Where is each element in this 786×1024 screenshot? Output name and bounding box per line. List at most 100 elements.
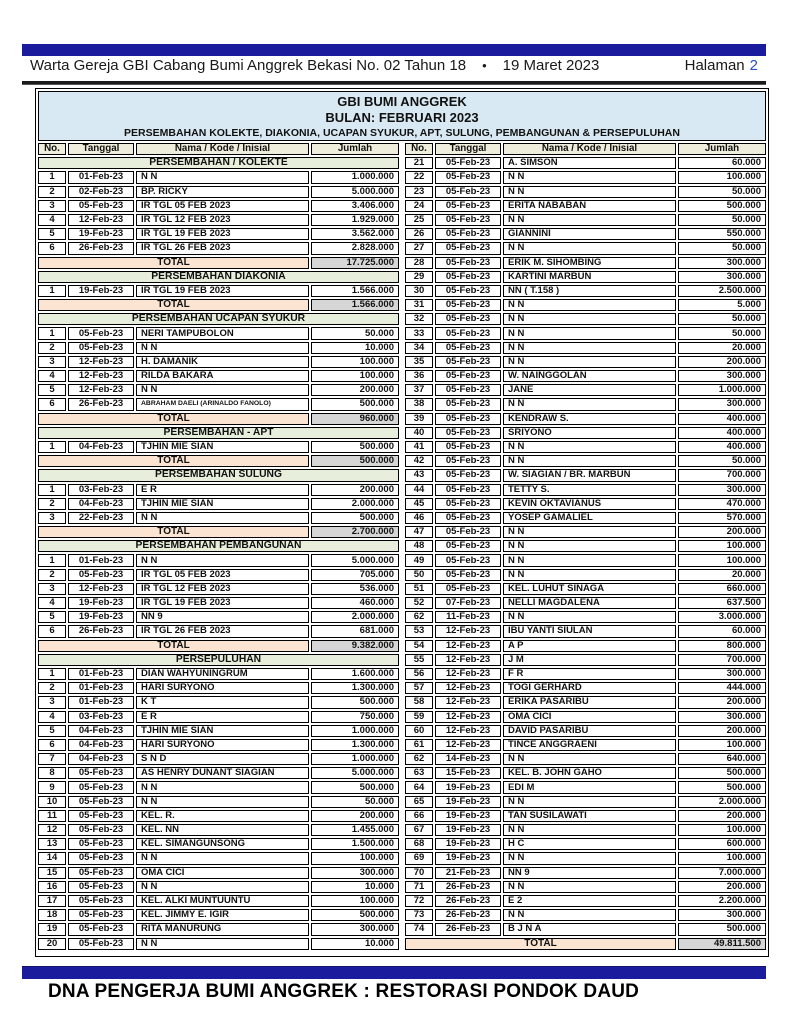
cell-date: 12-Feb-23 bbox=[435, 625, 501, 638]
cell-name: N N bbox=[503, 171, 676, 184]
cell-date: 19-Feb-23 bbox=[68, 597, 134, 610]
cell-no: 5 bbox=[38, 228, 66, 241]
cell-amount: 500.000 bbox=[678, 199, 766, 212]
cell-name: TJHIN MIE SIAN bbox=[136, 497, 309, 510]
column-header-jumlah: Jumlah bbox=[678, 143, 766, 156]
cell-amount: 1.000.000 bbox=[311, 753, 399, 766]
total-amount: 500.000 bbox=[311, 455, 399, 468]
cell-no: 1 bbox=[38, 327, 66, 340]
cell-no: 66 bbox=[405, 809, 433, 822]
section-header-row: PERSEMBAHAN UCAPAN SYUKUR bbox=[38, 313, 399, 326]
table-row: 8 05-Feb-23 AS HENRY DUNANT SIAGIAN 5.000.0… bbox=[38, 767, 399, 780]
table-left-half: No. Tanggal Nama / Kode / Inisial Jumlah PER… bbox=[38, 143, 399, 952]
table-row: 31 05-Feb-23 N N 5.000 bbox=[405, 299, 766, 312]
table-row: 9 05-Feb-23 N N 500.000 bbox=[38, 781, 399, 794]
masthead: Warta Gereja GBI Cabang Bumi Anggrek Bek… bbox=[30, 57, 758, 74]
cell-date: 26-Feb-23 bbox=[435, 909, 501, 922]
cell-name: N N bbox=[503, 795, 676, 808]
cell-no: 2 bbox=[38, 568, 66, 581]
total-amount: 960.000 bbox=[311, 412, 399, 425]
cell-no: 9 bbox=[38, 781, 66, 794]
cell-name: S N D bbox=[136, 753, 309, 766]
cell-amount: 60.000 bbox=[678, 157, 766, 170]
table-row: 6 04-Feb-23 HARI SURYONO 1.300.000 bbox=[38, 738, 399, 752]
cell-date: 05-Feb-23 bbox=[435, 270, 501, 283]
cell-amount: 300.000 bbox=[678, 270, 766, 283]
cell-amount: 10.000 bbox=[311, 880, 399, 893]
table-row: 1 01-Feb-23 N N 1.000.000 bbox=[38, 171, 399, 184]
total-row: TOTAL 1.566.000 bbox=[38, 299, 399, 312]
cell-amount: 200.000 bbox=[678, 724, 766, 737]
cell-date: 19-Feb-23 bbox=[435, 852, 501, 865]
cell-name: IR TGL 12 FEB 2023 bbox=[136, 213, 309, 227]
cell-name: N N bbox=[503, 398, 676, 411]
cell-name: N N bbox=[503, 213, 676, 227]
table-row: 54 12-Feb-23 A P 800.000 bbox=[405, 639, 766, 652]
total-amount: 9.382.000 bbox=[311, 639, 399, 652]
cell-amount: 100.000 bbox=[678, 738, 766, 752]
cell-no: 37 bbox=[405, 384, 433, 397]
cell-date: 05-Feb-23 bbox=[435, 540, 501, 553]
cell-date: 11-Feb-23 bbox=[435, 611, 501, 624]
cell-amount: 2.000.000 bbox=[678, 795, 766, 808]
cell-date: 14-Feb-23 bbox=[435, 753, 501, 766]
cell-date: 05-Feb-23 bbox=[435, 313, 501, 326]
cell-date: 12-Feb-23 bbox=[68, 355, 134, 368]
cell-date: 19-Feb-23 bbox=[435, 781, 501, 794]
cell-name: IR TGL 19 FEB 2023 bbox=[136, 597, 309, 610]
cell-name: KARTINI MARBUN bbox=[503, 270, 676, 283]
cell-amount: 1.000.000 bbox=[311, 171, 399, 184]
cell-name: ERIKA PASARIBU bbox=[503, 696, 676, 709]
cell-name: N N bbox=[136, 341, 309, 354]
section-header-row: PERSEMBAHAN PEMBANGUNAN bbox=[38, 540, 399, 553]
cell-name: N N bbox=[503, 611, 676, 624]
cell-name: N N bbox=[503, 526, 676, 539]
cell-date: 26-Feb-23 bbox=[435, 923, 501, 936]
cell-no: 19 bbox=[38, 923, 66, 936]
cell-name: KEL. JIMMY E. IGIR bbox=[136, 909, 309, 922]
cell-name: KEL. NN bbox=[136, 824, 309, 837]
total-row: TOTAL 49.811.500 bbox=[405, 937, 766, 950]
table-row: 36 05-Feb-23 W. NAINGGOLAN 300.000 bbox=[405, 370, 766, 383]
cell-amount: 100.000 bbox=[311, 852, 399, 865]
cell-no: 13 bbox=[38, 838, 66, 851]
cell-no: 5 bbox=[38, 611, 66, 624]
cell-amount: 100.000 bbox=[678, 852, 766, 865]
cell-date: 01-Feb-23 bbox=[68, 171, 134, 184]
table-row: 7 04-Feb-23 S N D 1.000.000 bbox=[38, 753, 399, 766]
cell-name: N N bbox=[503, 753, 676, 766]
cell-name: BP. RICKY bbox=[136, 185, 309, 198]
cell-amount: 1.000.000 bbox=[311, 724, 399, 737]
cell-amount: 200.000 bbox=[678, 696, 766, 709]
cell-amount: 100.000 bbox=[678, 540, 766, 553]
cell-no: 54 bbox=[405, 639, 433, 652]
cell-name: IR TGL 05 FEB 2023 bbox=[136, 199, 309, 212]
cell-amount: 100.000 bbox=[311, 355, 399, 368]
cell-date: 12-Feb-23 bbox=[435, 738, 501, 752]
cell-amount: 1.566.000 bbox=[311, 284, 399, 298]
cell-amount: 500.000 bbox=[678, 923, 766, 936]
cell-date: 05-Feb-23 bbox=[68, 767, 134, 780]
masthead-rule bbox=[22, 81, 766, 85]
total-label: TOTAL bbox=[38, 526, 309, 539]
section-header-row: PERSEMBAHAN - APT bbox=[38, 426, 399, 439]
cell-name: N N bbox=[136, 511, 309, 525]
cell-amount: 705.000 bbox=[311, 568, 399, 581]
cell-name: A P bbox=[503, 639, 676, 652]
cell-no: 8 bbox=[38, 767, 66, 780]
cell-name: N N bbox=[136, 852, 309, 865]
cell-no: 36 bbox=[405, 370, 433, 383]
cell-no: 59 bbox=[405, 710, 433, 723]
footer-slogan: DNA PENGERJA BUMI ANGGREK : RESTORASI PO… bbox=[48, 981, 640, 1002]
cell-name: N N bbox=[503, 852, 676, 865]
table-row: 72 26-Feb-23 E 2 2.200.000 bbox=[405, 894, 766, 908]
cell-date: 05-Feb-23 bbox=[435, 526, 501, 539]
cell-date: 05-Feb-23 bbox=[435, 497, 501, 510]
cell-name: TETTY S. bbox=[503, 483, 676, 496]
table-row: 59 12-Feb-23 OMA CICI 300.000 bbox=[405, 710, 766, 723]
cell-amount: 200.000 bbox=[678, 809, 766, 822]
cell-name: N N bbox=[136, 384, 309, 397]
cell-amount: 536.000 bbox=[311, 582, 399, 595]
cell-date: 12-Feb-23 bbox=[435, 653, 501, 666]
table-row: 1 19-Feb-23 IR TGL 19 FEB 2023 1.566.000 bbox=[38, 284, 399, 298]
